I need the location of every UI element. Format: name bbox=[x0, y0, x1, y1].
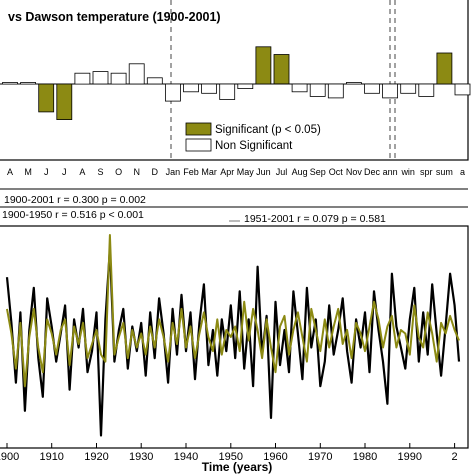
bar-tick-label-7: N bbox=[133, 167, 140, 177]
bar-tick-label-4: A bbox=[79, 167, 85, 177]
bar-11 bbox=[201, 83, 218, 94]
bar-5 bbox=[92, 71, 109, 85]
top-panel: vs Dawson temperature (1900-2001) A M J J A S… bbox=[0, 0, 471, 177]
x-tick-label-10: 2 bbox=[452, 451, 458, 463]
bar-6 bbox=[110, 72, 127, 85]
bar-tick-label-18: Oct bbox=[329, 167, 344, 177]
bar-8 bbox=[146, 77, 163, 85]
bar-12 bbox=[219, 83, 236, 100]
bar-tick-label-14: Jun bbox=[256, 167, 271, 177]
line-series-0 bbox=[5, 248, 461, 437]
bar-tick-label-21: ann bbox=[383, 167, 398, 177]
top-panel-frame bbox=[0, 0, 469, 161]
line-plot-frame bbox=[0, 225, 469, 449]
bar-19 bbox=[345, 82, 362, 85]
top-chart-title: vs Dawson temperature (1900-2001) bbox=[8, 10, 221, 24]
x-tick-label-3: 1930 bbox=[129, 451, 153, 463]
bar-17 bbox=[309, 83, 326, 97]
line-series-group bbox=[5, 234, 461, 437]
bar-tick-label-22: win bbox=[400, 167, 415, 177]
bar-16 bbox=[291, 83, 308, 93]
bar-21 bbox=[382, 83, 399, 99]
x-tick-label-0: 1900 bbox=[0, 451, 19, 463]
bar-tick-label-24: sum bbox=[436, 167, 453, 177]
bar-14 bbox=[255, 46, 272, 85]
bar-23 bbox=[418, 83, 435, 97]
legend-label-nonsignificant: Non Significant bbox=[215, 140, 293, 152]
legend-swatch-nonsignificant bbox=[185, 138, 212, 152]
annotation-period2: 1951-2001 r = 0.079 p = 0.581 bbox=[244, 213, 386, 225]
bar-tick-label-20: Dec bbox=[364, 167, 381, 177]
bar-tick-label-15: Jul bbox=[276, 167, 288, 177]
bar-tick-label-25: a bbox=[460, 167, 465, 177]
bar-tick-label-12: Apr bbox=[220, 167, 234, 177]
bar-tick-label-16: Aug bbox=[292, 167, 308, 177]
bar-tick-label-6: O bbox=[115, 167, 122, 177]
bar-20 bbox=[364, 83, 380, 94]
bar-22 bbox=[400, 83, 417, 94]
bar-tick-label-9: Jan bbox=[166, 167, 181, 177]
x-tick-label-9: 1990 bbox=[398, 451, 422, 463]
bar-tick-label-17: Sep bbox=[310, 167, 326, 177]
bar-3 bbox=[56, 83, 73, 120]
bar-10 bbox=[183, 83, 199, 93]
bar-7 bbox=[128, 63, 145, 85]
bar-4 bbox=[74, 72, 91, 85]
x-tick-label-1: 1910 bbox=[39, 451, 63, 463]
bar-group bbox=[2, 46, 471, 120]
bar-25 bbox=[454, 83, 471, 96]
bar-tick-label-13: May bbox=[237, 167, 255, 177]
x-axis-label: Time (years) bbox=[202, 460, 272, 474]
x-tick-label-7: 1970 bbox=[308, 451, 332, 463]
annotation-overall: 1900-2001 r = 0.300 p = 0.002 bbox=[4, 194, 146, 206]
x-tick-label-6: 1960 bbox=[263, 451, 287, 463]
bar-tick-label-1: M bbox=[24, 167, 32, 177]
bar-tick-label-2: J bbox=[44, 167, 49, 177]
legend-swatch-significant bbox=[185, 122, 212, 136]
bar-tick-label-11: Mar bbox=[201, 167, 217, 177]
x-axis-ticks: 1900 1910 1920 1930 1940 1950 1960 1970 1980 1990… bbox=[0, 443, 458, 463]
bar-tick-label-10: Feb bbox=[183, 167, 199, 177]
bar-2 bbox=[38, 83, 55, 113]
bar-tick-labels: A M J J A S O N D Jan Feb Mar Apr May Jun Jul Aug Sep Oct N… bbox=[7, 167, 465, 177]
bar-24 bbox=[436, 52, 453, 85]
annotation-period1: 1900-1950 r = 0.516 p < 0.001 bbox=[2, 209, 144, 221]
line-series-1 bbox=[6, 234, 460, 388]
bar-tick-label-3: J bbox=[62, 167, 67, 177]
x-tick-label-5: 1950 bbox=[219, 451, 243, 463]
bar-13 bbox=[237, 83, 254, 89]
bar-0 bbox=[2, 82, 18, 85]
bar-tick-label-8: D bbox=[152, 167, 159, 177]
bar-tick-label-0: A bbox=[7, 167, 13, 177]
bar-18 bbox=[327, 83, 344, 99]
legend: Significant (p < 0.05) Non Significant bbox=[185, 122, 321, 152]
bar-15 bbox=[273, 54, 290, 85]
x-tick-label-4: 1940 bbox=[174, 451, 198, 463]
bar-tick-label-19: Nov bbox=[346, 167, 363, 177]
bar-tick-label-5: S bbox=[97, 167, 103, 177]
legend-label-significant: Significant (p < 0.05) bbox=[215, 124, 321, 136]
bar-tick-label-23: spr bbox=[420, 167, 433, 177]
bar-9 bbox=[164, 83, 181, 102]
bottom-panel: 1900-2001 r = 0.300 p = 0.002 1900-1950 … bbox=[0, 188, 469, 474]
bar-1 bbox=[20, 82, 37, 85]
x-tick-label-8: 1980 bbox=[353, 451, 377, 463]
x-tick-label-2: 1920 bbox=[84, 451, 108, 463]
